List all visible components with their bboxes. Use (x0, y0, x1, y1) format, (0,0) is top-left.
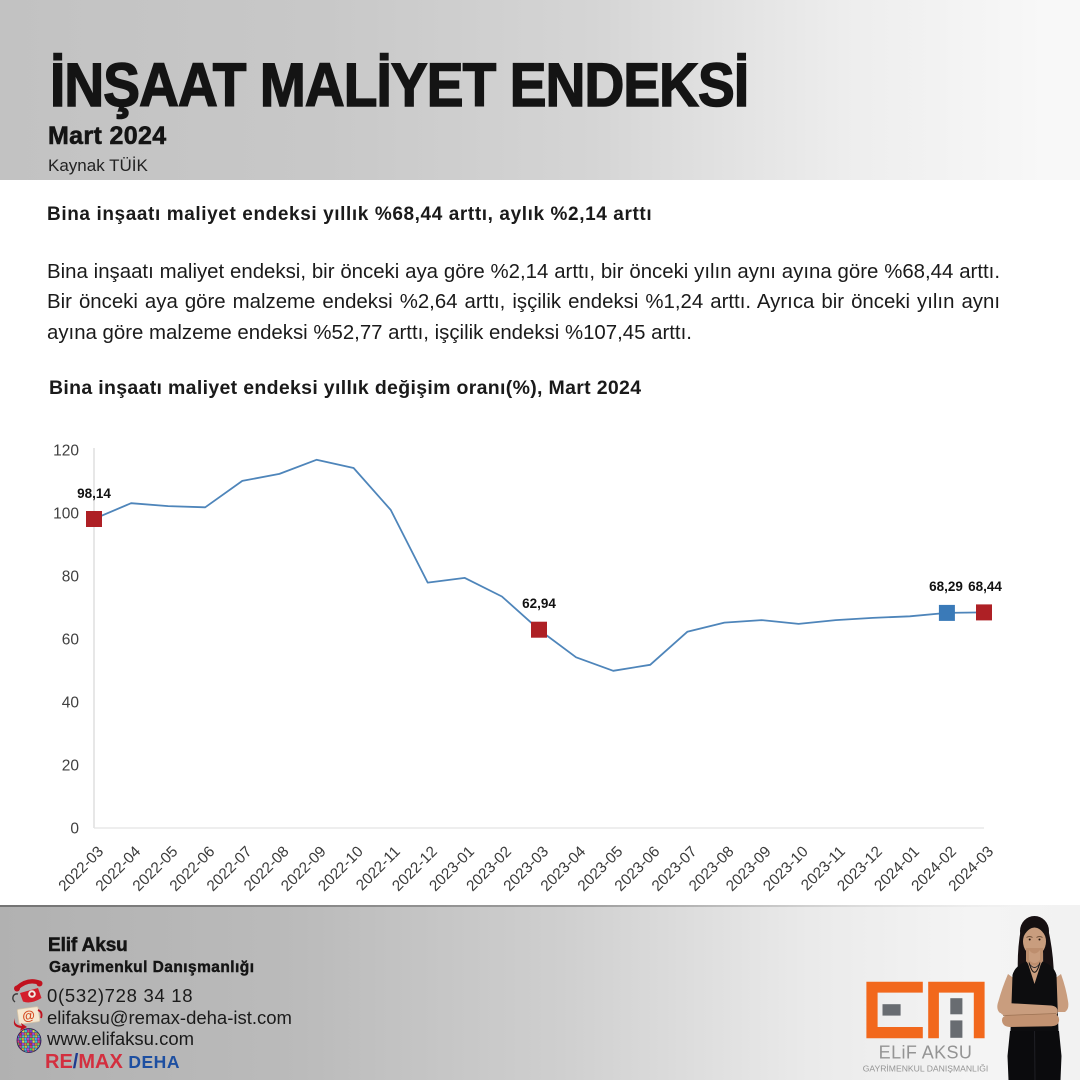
svg-text:68,44: 68,44 (968, 579, 1002, 594)
svg-text:40: 40 (62, 695, 80, 712)
svg-text:62,94: 62,94 (522, 596, 556, 611)
svg-text:60: 60 (62, 632, 80, 649)
svg-text:120: 120 (53, 443, 79, 460)
svg-text:98,14: 98,14 (77, 486, 111, 501)
svg-text:@: @ (21, 1007, 36, 1024)
svg-text:0: 0 (70, 821, 79, 838)
svg-text:80: 80 (62, 569, 80, 586)
svg-text:20: 20 (62, 758, 80, 775)
svg-text:68,29: 68,29 (929, 579, 963, 594)
svg-text:100: 100 (53, 506, 79, 523)
svg-text:GAYRİMENKUL DANIŞMANLIĞI: GAYRİMENKUL DANIŞMANLIĞI (863, 1064, 989, 1074)
svg-text:ELiF AKSU: ELiF AKSU (879, 1043, 973, 1063)
